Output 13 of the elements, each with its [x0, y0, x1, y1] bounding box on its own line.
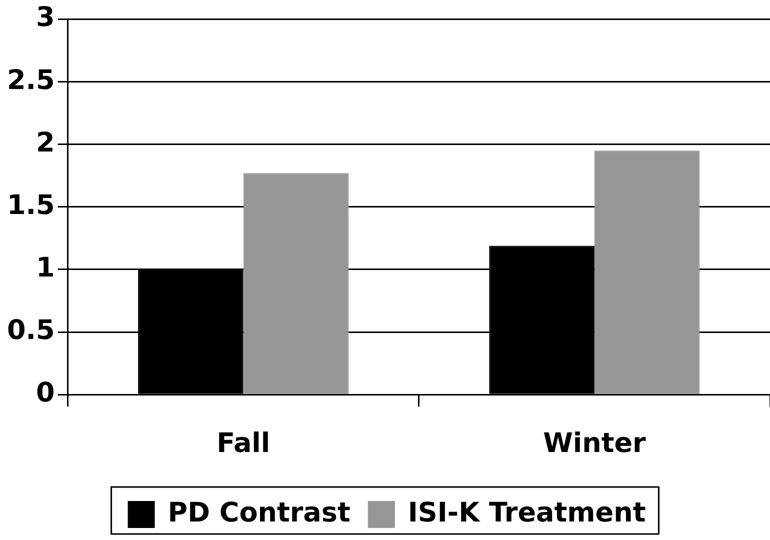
legend-label: PD Contrast — [168, 498, 350, 529]
y-tick-label: 1 — [36, 252, 55, 284]
legend-label: ISI-K Treatment — [408, 498, 646, 529]
y-tick-label: 2 — [36, 127, 55, 158]
y-tick-label: 0 — [36, 378, 55, 409]
y-tick-label: 2.5 — [6, 64, 55, 96]
y-tick-label: 0.5 — [6, 315, 55, 346]
bar — [243, 173, 349, 394]
y-tick-label: 3 — [36, 2, 55, 34]
bar — [594, 150, 700, 394]
x-tick-label: Winter — [543, 428, 647, 459]
x-tick-label: Fall — [216, 428, 270, 459]
y-tick-label: 1.5 — [6, 190, 55, 221]
